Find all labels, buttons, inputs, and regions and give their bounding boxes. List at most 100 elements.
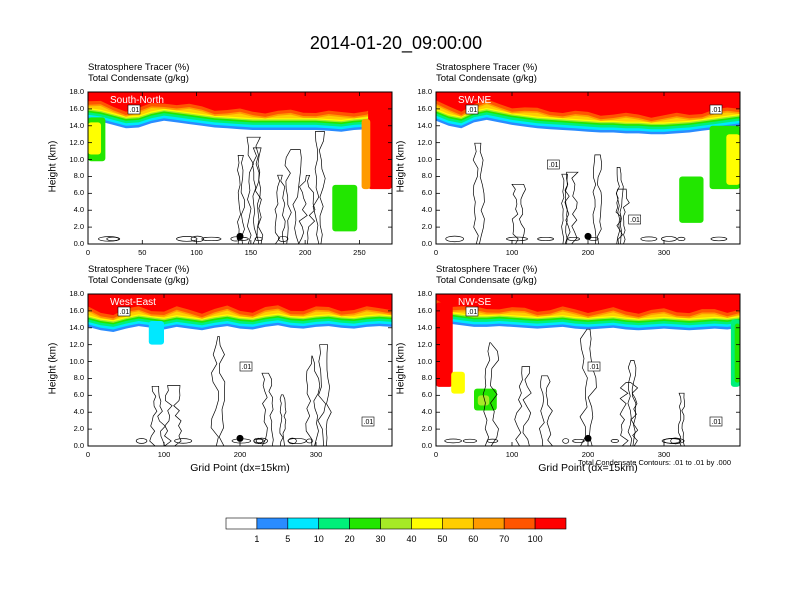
condensate-contour-loop	[277, 235, 289, 242]
y-tick-label: 4.0	[421, 407, 432, 417]
condensate-contour-loop	[640, 236, 658, 242]
condensate-contour-loop	[710, 236, 728, 242]
colorbar-box	[503, 517, 536, 530]
condensate-contour	[237, 155, 245, 244]
x-tick-label: 0	[433, 248, 439, 257]
y-tick-label: 18.0	[69, 289, 84, 298]
contour-label-box	[127, 104, 141, 115]
y-tick-label: 0.0	[421, 239, 432, 248]
contour-label-box	[587, 361, 601, 372]
panel-title-line-2: Total Condensate (g/kg)	[88, 73, 189, 84]
colorbar-label: 1	[254, 534, 260, 544]
y-tick-label: 14.0	[417, 120, 432, 130]
panel-title-line-2: Total Condensate (g/kg)	[436, 275, 537, 286]
figure-title: 2014-01-20_09:00:00	[309, 33, 483, 53]
y-tick-label: 16.0	[417, 305, 432, 315]
condensate-contour-loop	[254, 236, 263, 242]
tracer-band-100	[436, 92, 740, 118]
panel-title-line-2: Total Condensate (g/kg)	[88, 275, 189, 286]
region-label: South-North	[110, 95, 164, 106]
region-label: West-East	[110, 297, 156, 308]
y-tick-label: 2.0	[73, 424, 84, 434]
y-tick-label: 6.0	[421, 390, 432, 400]
tracer-cell-2	[332, 184, 358, 232]
plot-nw-se: .01 .01 .01	[435, 293, 741, 447]
colorbar-label: 70	[499, 534, 510, 544]
contour-label-box	[709, 104, 723, 115]
tracer-cell-1	[451, 371, 465, 394]
colorbar-label: 20	[344, 534, 355, 544]
contour-label-box	[361, 416, 375, 427]
contour-label: .01	[242, 364, 252, 371]
colorbar-box	[411, 517, 443, 530]
panel-title-line-1: Stratosphere Tracer (%)	[88, 62, 190, 73]
contour-label: .01	[130, 107, 140, 114]
condensate-contour-loop	[486, 438, 499, 444]
condensate-contour	[279, 394, 287, 446]
condensate-contour-loop	[661, 438, 682, 444]
condensate-contour-loop	[572, 438, 585, 443]
x-tick-label: 300	[657, 248, 671, 257]
x-tick-label: 100	[505, 450, 519, 459]
panel-title-line-2: Total Condensate (g/kg)	[436, 73, 537, 84]
condensate-contour	[561, 173, 568, 244]
condensate-contour	[539, 375, 553, 446]
x-axis-label: Grid Point (dx=15km)	[190, 462, 290, 474]
y-tick-label: 0.0	[421, 441, 432, 450]
y-tick-label: 6.0	[73, 188, 84, 198]
condensate-contour-loop	[537, 236, 555, 241]
condensate-contour-loop	[176, 236, 198, 242]
condensate-contour	[514, 366, 532, 446]
contour-label: .01	[120, 309, 130, 316]
condensate-contour	[317, 344, 332, 446]
x-tick-label: 300	[309, 450, 323, 459]
x-tick-label: 0	[85, 248, 91, 257]
location-marker	[236, 232, 244, 240]
tracer-cell-0	[148, 321, 164, 345]
condensate-contour	[252, 147, 262, 244]
condensate-contour-loop	[98, 236, 121, 242]
condensate-contour-loop	[462, 438, 477, 444]
condensate-contour	[164, 385, 182, 446]
condensate-contour	[472, 142, 485, 244]
condensate-contour-loop	[174, 438, 193, 444]
y-tick-label: 12.0	[69, 339, 84, 349]
y-tick-label: 8.0	[421, 171, 432, 181]
panel-title-line-1: Stratosphere Tracer (%)	[88, 264, 190, 275]
x-tick-label: 200	[581, 248, 595, 257]
contour-label: .01	[364, 419, 374, 426]
plot-west-east: .01 .01 .01	[87, 293, 393, 447]
y-tick-label: 10.0	[69, 356, 84, 366]
x-tick-label: 200	[581, 450, 595, 459]
y-tick-label: 18.0	[417, 87, 432, 96]
colorbar-label: 30	[375, 534, 386, 544]
colorbar-box	[534, 517, 567, 530]
y-tick-label: 6.0	[421, 188, 432, 198]
colorbar-box	[318, 517, 350, 530]
colorbar	[225, 517, 567, 530]
panel-title-line-1: Stratosphere Tracer (%)	[436, 62, 538, 73]
contour-label: .01	[468, 107, 478, 114]
x-tick-label: 300	[657, 450, 671, 459]
tracer-cell-5	[734, 323, 740, 383]
x-tick-label: 200	[233, 450, 247, 459]
y-tick-label: 10.0	[417, 356, 432, 366]
plot-area	[88, 92, 392, 244]
contour-label: .01	[549, 162, 559, 169]
y-tick-label: 8.0	[421, 373, 432, 383]
colorbar-box	[349, 517, 381, 530]
y-tick-label: 10.0	[417, 154, 432, 164]
tracer-band-100	[88, 294, 392, 316]
x-tick-label: 200	[298, 248, 312, 257]
condensate-contour	[284, 149, 302, 244]
contour-label-box	[117, 306, 131, 317]
contour-label: .01	[468, 309, 478, 316]
y-tick-label: 12.0	[417, 339, 432, 349]
plot-sw-ne: .01 .01 .01 .01	[435, 91, 741, 245]
condensate-contour	[511, 183, 526, 244]
condensate-contour	[261, 372, 274, 446]
x-tick-label: 250	[353, 248, 366, 257]
condensate-contour	[482, 342, 500, 446]
y-tick-label: 14.0	[69, 322, 84, 332]
